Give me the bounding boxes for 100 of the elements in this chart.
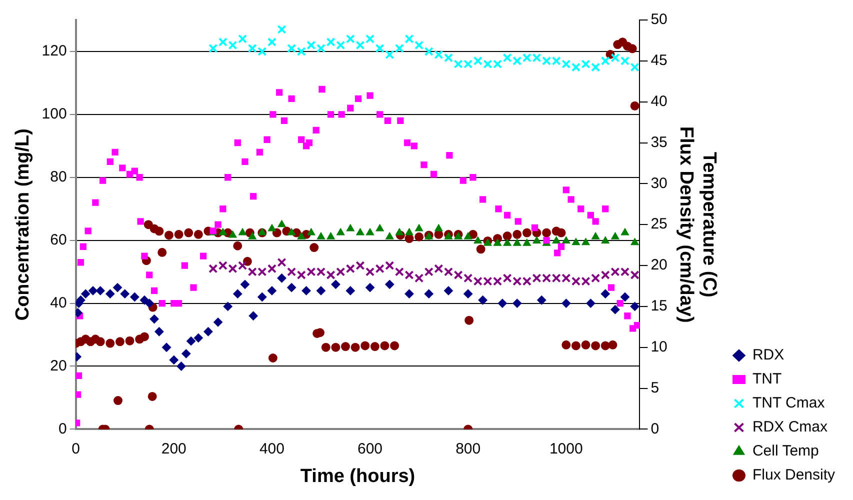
y2-axis-title: Temperature (C) Flux Density (cm/day) xyxy=(676,126,720,323)
legend-label: TNT xyxy=(752,370,782,388)
point xyxy=(208,44,218,53)
point xyxy=(532,236,541,244)
point xyxy=(434,264,444,274)
point xyxy=(120,289,130,298)
point xyxy=(502,53,512,62)
point xyxy=(404,270,414,280)
point xyxy=(297,232,306,240)
x-tick-label: 1000 xyxy=(549,440,583,458)
point xyxy=(502,274,512,283)
point xyxy=(512,276,522,286)
point xyxy=(454,232,462,240)
point xyxy=(620,267,630,276)
point xyxy=(503,238,512,246)
point xyxy=(562,60,571,69)
point xyxy=(154,327,164,336)
point xyxy=(218,38,228,47)
point xyxy=(394,44,404,53)
y2-tick-label: 0 xyxy=(650,420,660,438)
point xyxy=(306,267,316,276)
point xyxy=(386,232,394,240)
x-tick-label: 800 xyxy=(456,440,481,458)
point xyxy=(582,238,590,246)
point xyxy=(405,228,414,236)
point xyxy=(562,298,571,308)
point xyxy=(424,46,434,56)
point xyxy=(494,238,502,246)
point xyxy=(278,220,286,228)
point xyxy=(600,56,610,66)
point xyxy=(591,274,600,283)
legend-label: Cell Temp xyxy=(752,442,819,460)
point xyxy=(571,62,580,72)
point xyxy=(356,260,365,270)
point xyxy=(484,238,492,246)
point xyxy=(395,228,404,236)
point xyxy=(512,56,522,66)
point xyxy=(562,274,571,283)
point xyxy=(248,267,257,276)
point xyxy=(592,232,600,240)
point xyxy=(248,311,258,320)
y-axis-title: Concentration (mg/L) xyxy=(12,128,34,321)
point xyxy=(404,34,414,44)
point xyxy=(238,260,248,270)
y2-tick-label: 20 xyxy=(650,256,668,274)
point xyxy=(258,267,267,276)
point xyxy=(552,274,561,283)
point xyxy=(414,274,424,283)
point xyxy=(113,283,122,292)
point xyxy=(601,236,610,244)
point xyxy=(581,276,590,286)
point xyxy=(375,264,384,274)
point xyxy=(424,267,434,276)
point xyxy=(214,318,223,327)
point xyxy=(473,276,482,286)
y2-tick-label: 50 xyxy=(650,11,668,28)
point xyxy=(326,232,335,240)
x-tick-label: 200 xyxy=(161,440,186,458)
point xyxy=(542,56,552,66)
y2-tick-label: 25 xyxy=(650,216,668,233)
y2-tick-label: 15 xyxy=(650,298,668,315)
point xyxy=(218,260,228,270)
point xyxy=(356,228,364,236)
point xyxy=(474,236,482,244)
point xyxy=(464,289,473,298)
point xyxy=(532,274,542,283)
point xyxy=(630,238,639,246)
point xyxy=(346,286,355,296)
point xyxy=(356,40,365,50)
point xyxy=(473,56,482,66)
point xyxy=(336,267,346,276)
point xyxy=(228,264,238,274)
point xyxy=(600,289,610,298)
point xyxy=(267,264,276,274)
legend-label: RDX xyxy=(752,346,784,364)
point xyxy=(572,238,580,246)
point xyxy=(287,44,296,53)
x-tick-label: 0 xyxy=(72,440,80,458)
point xyxy=(630,302,640,311)
point xyxy=(464,232,472,240)
point xyxy=(182,349,191,358)
point xyxy=(591,62,600,72)
point xyxy=(610,305,620,314)
point xyxy=(365,267,375,276)
y-tick-label: 20 xyxy=(50,357,67,374)
point xyxy=(228,230,237,238)
point xyxy=(478,296,488,305)
point xyxy=(522,276,532,286)
point xyxy=(140,296,149,305)
point xyxy=(620,56,630,66)
point xyxy=(492,60,502,69)
point xyxy=(414,40,424,50)
point xyxy=(88,286,98,296)
point xyxy=(258,292,267,302)
point xyxy=(307,228,316,236)
point xyxy=(483,276,492,286)
point xyxy=(176,362,186,371)
point xyxy=(464,274,473,283)
point xyxy=(444,286,453,296)
point xyxy=(287,267,296,276)
